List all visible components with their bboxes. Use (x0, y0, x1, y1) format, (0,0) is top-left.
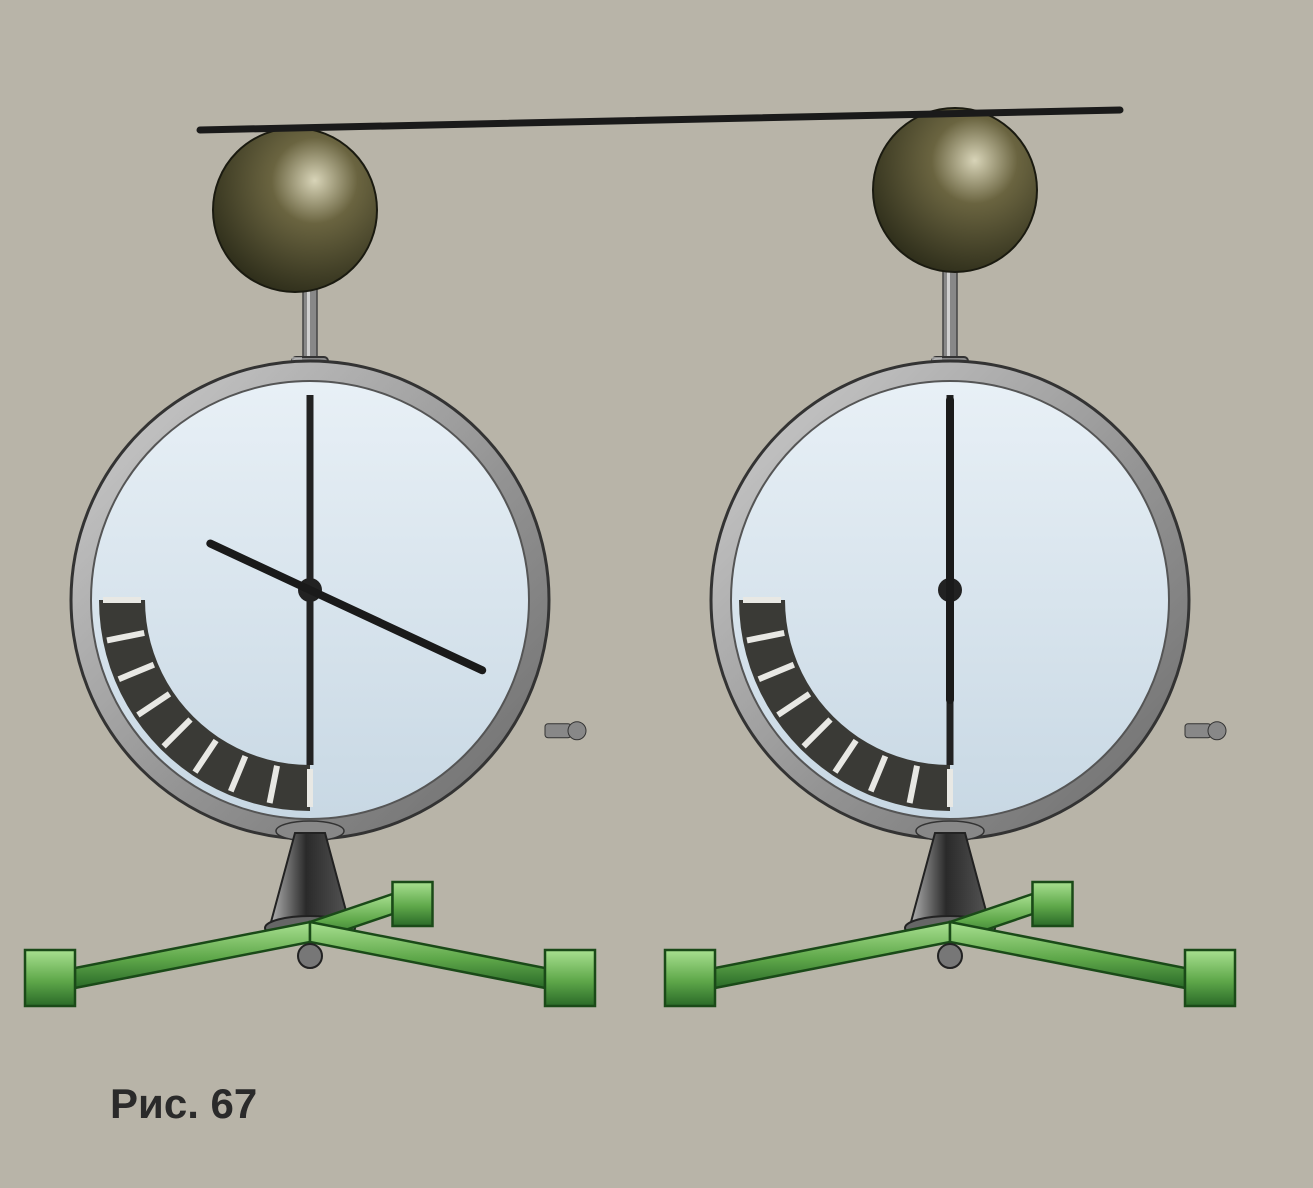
diagram-svg (0, 0, 1313, 1188)
rim-knob (545, 724, 571, 738)
sphere-terminal (213, 128, 377, 292)
base-cone (911, 833, 989, 922)
sphere-terminal (873, 108, 1037, 272)
figure-caption: Рис. 67 (110, 1080, 257, 1128)
base-cone (271, 833, 349, 922)
electrometer-left (25, 128, 595, 1006)
figure-page: Рис. 67 (0, 0, 1313, 1188)
electrometer-right (665, 108, 1235, 1006)
rim-knob (1185, 724, 1211, 738)
